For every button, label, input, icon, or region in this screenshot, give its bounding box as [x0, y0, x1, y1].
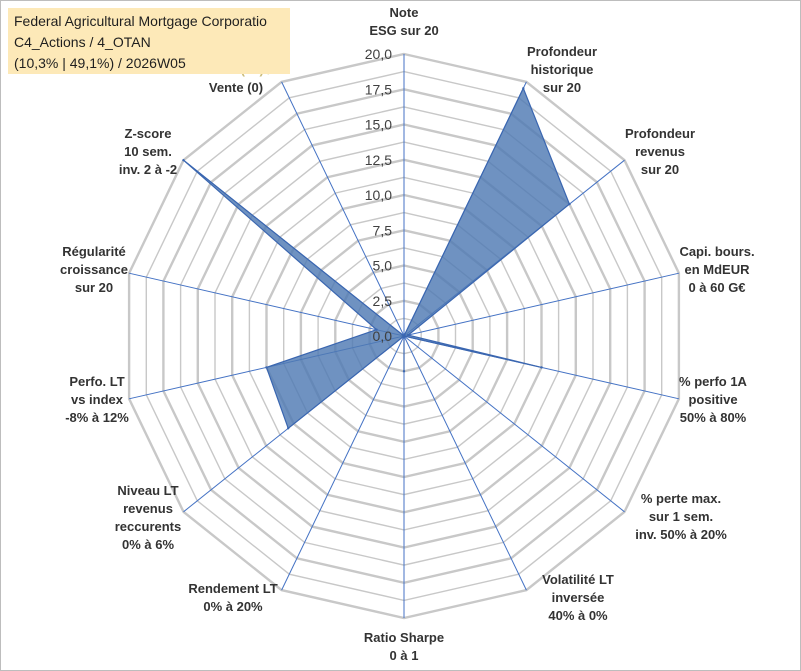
- series-point: [182, 159, 185, 162]
- axis-label-line: ESG sur 20: [369, 23, 438, 38]
- series-point: [522, 87, 525, 90]
- axis-label-line: sur 20: [641, 162, 679, 177]
- axis-label-line: croissance: [60, 262, 128, 277]
- radial-tick-label: 15,0: [365, 117, 392, 133]
- axis-label-line: Perfo. LT: [69, 374, 124, 389]
- axis-label-line: % perfo 1A: [679, 374, 748, 389]
- axis-label-line: Régularité: [62, 244, 126, 259]
- radial-tick-label: 2,5: [373, 293, 393, 309]
- axis-label-line: Profondeur: [527, 44, 597, 59]
- axis-label-line: 50% à 80%: [680, 410, 747, 425]
- axis-label: Ratio Sharpe 0 à 1: [364, 630, 444, 663]
- axis-label-line: sur 1 sem.: [649, 509, 713, 524]
- axis-label: Niveau LT revenus reccurents 0% à 6%: [115, 483, 181, 552]
- radial-tick-label: 5,0: [373, 258, 393, 274]
- series-point: [402, 370, 406, 373]
- axis-label-line: reccurents: [115, 519, 181, 534]
- radial-tick-label: 12,5: [365, 152, 392, 168]
- chart-title-box: Federal Agricultural Mortgage Corporatio…: [8, 8, 290, 74]
- radial-tick-label: 0,0: [373, 328, 393, 344]
- chart-score-week: (10,3% | 49,1%) / 2026W05: [14, 55, 186, 71]
- axis-label-line: Z-score: [125, 126, 172, 141]
- axis-label: Perfo. LT vs index -8% à 12%: [65, 374, 129, 425]
- radar-spoke: [128, 272, 405, 337]
- axis-label: Régularité croissance sur 20: [60, 244, 128, 295]
- axis-label-line: % perte max.: [641, 491, 721, 506]
- series-point: [375, 328, 378, 331]
- axis-label: Profondeur revenus sur 20: [625, 126, 695, 177]
- radar-spoke: [403, 335, 625, 513]
- axis-label-line: 0% à 6%: [122, 537, 174, 552]
- axis-label: % perte max. sur 1 sem. inv. 50% à 20%: [635, 491, 727, 542]
- axis-label-line: vs index: [71, 392, 124, 407]
- axis-label-line: 40% à 0%: [548, 608, 608, 623]
- series-point: [540, 366, 543, 369]
- series-point: [287, 427, 290, 430]
- axis-label-line: Capi. bours.: [679, 244, 754, 259]
- axis-label: % perfo 1A positive 50% à 80%: [679, 374, 748, 425]
- radar-spoke: [403, 272, 680, 337]
- axis-label-line: 0 à 1: [390, 648, 419, 663]
- axis-label: Volatilité LT inversée 40% à 0%: [542, 572, 614, 623]
- axis-label-line: sur 20: [543, 80, 581, 95]
- series-point: [406, 333, 410, 337]
- radial-tick-label: 10,0: [365, 187, 392, 203]
- axis-label-line: Niveau LT: [117, 483, 178, 498]
- radar-spoke: [281, 335, 405, 591]
- axis-label-line: Volatilité LT: [542, 572, 614, 587]
- axis-label-line: inv. 2 à -2: [119, 162, 177, 177]
- axis-label-line: Vente (0): [209, 80, 263, 95]
- axis-label-line: positive: [688, 392, 737, 407]
- radar-series: [182, 86, 571, 430]
- axis-label: Note ESG sur 20: [369, 5, 438, 38]
- chart-title: Federal Agricultural Mortgage Corporatio: [14, 13, 267, 29]
- axis-label-line: sur 20: [75, 280, 113, 295]
- radar-spoke: [281, 81, 405, 337]
- chart-subtitle: C4_Actions / 4_OTAN: [14, 34, 151, 50]
- axis-label: Rendement LT 0% à 20%: [188, 581, 277, 614]
- radial-tick-label: 17,5: [365, 81, 392, 97]
- axis-label-line: Rendement LT: [188, 581, 277, 596]
- axis-label-line: revenus: [635, 144, 685, 159]
- series-point: [402, 334, 406, 338]
- series-point: [568, 202, 571, 206]
- axis-label-line: 0 à 60 G€: [688, 280, 745, 295]
- axis-label-line: historique: [531, 62, 594, 77]
- axis-label-line: 0% à 20%: [203, 599, 263, 614]
- axis-label-line: -8% à 12%: [65, 410, 129, 425]
- axis-label: Capi. bours. en MdEUR 0 à 60 G€: [679, 244, 754, 295]
- axis-label-line: 10 sem.: [124, 144, 172, 159]
- axis-label-line: inversée: [552, 590, 605, 605]
- axis-label-line: Ratio Sharpe: [364, 630, 444, 645]
- axis-label-line: en MdEUR: [685, 262, 751, 277]
- axis-label-line: Profondeur: [625, 126, 695, 141]
- radar-spoke: [403, 335, 527, 591]
- axis-label-line: revenus: [123, 501, 173, 516]
- axis-label: Z-score 10 sem. inv. 2 à -2: [119, 126, 177, 177]
- axis-label-line: inv. 50% à 20%: [635, 527, 727, 542]
- radial-tick-label: 7,5: [373, 222, 393, 238]
- series-point: [265, 366, 268, 369]
- axis-label: Profondeur historique sur 20: [527, 44, 597, 95]
- axis-label-line: Note: [390, 5, 419, 20]
- radial-tick-label: 20,0: [365, 46, 392, 62]
- radial-tick-labels: 0,0 2,5 5,0 7,5 10,0 12,5 15,0 17,5 20,0: [365, 46, 392, 344]
